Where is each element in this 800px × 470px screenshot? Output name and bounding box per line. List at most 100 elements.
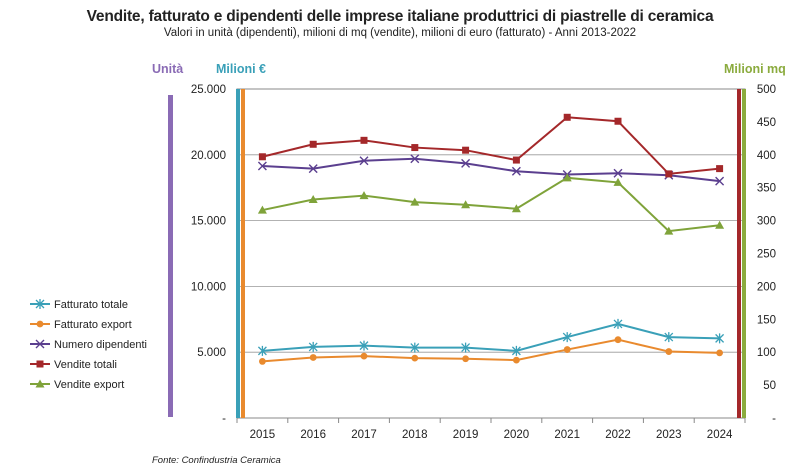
data-point (665, 170, 673, 178)
series-line (262, 176, 720, 233)
data-point (563, 113, 571, 121)
data-point (411, 354, 419, 362)
right-axis-tick-label: 300 (757, 216, 776, 228)
x-axis-tick-label: 2023 (656, 429, 682, 441)
axis-bar-milioni-mq (742, 89, 746, 418)
data-point (35, 379, 45, 388)
legend-item: Vendite export (30, 379, 124, 391)
legend-item: Fatturato totale (30, 299, 128, 311)
data-point (665, 348, 673, 355)
left-axis-tick-label: - (222, 413, 226, 425)
right-axis-tick-label: 100 (757, 347, 776, 359)
data-point (35, 339, 45, 349)
data-point (664, 226, 674, 235)
series-fatturato-export (259, 336, 723, 365)
data-point (258, 153, 266, 161)
series-vendite-totali (258, 113, 724, 178)
series-line (262, 322, 720, 352)
right-axis-tick-label: 500 (757, 84, 776, 96)
axis-header-milioni-mq: Milioni mq (724, 62, 786, 76)
source-note: Fonte: Confindustria Ceramica (152, 455, 281, 466)
data-point (461, 158, 471, 168)
data-point (308, 341, 318, 352)
data-point (716, 349, 723, 357)
left-axis-tick-label: 5.000 (197, 347, 226, 359)
right-axis-tick-label: 350 (757, 183, 776, 195)
data-point (257, 161, 267, 171)
data-point (563, 346, 571, 353)
data-point (257, 345, 267, 356)
series-fatturato-totale (257, 318, 725, 356)
data-point (461, 200, 471, 209)
x-axis-tick-label: 2015 (250, 429, 276, 441)
right-axis-tick-label: 400 (757, 150, 776, 162)
data-point (308, 164, 318, 174)
data-point (309, 354, 317, 361)
data-point (512, 156, 520, 164)
data-point (715, 220, 725, 229)
data-point (614, 117, 622, 125)
data-point (259, 358, 266, 365)
plot-area-border (236, 88, 746, 419)
data-point (511, 345, 521, 356)
x-axis-tick-label: 2020 (504, 429, 530, 441)
data-point (35, 299, 45, 309)
data-point (511, 204, 521, 213)
data-point (462, 355, 469, 363)
legend-label: Vendite totali (54, 359, 117, 371)
legend-label: Numero dipendenti (54, 339, 147, 351)
left-axis-tick-label: 10.000 (191, 281, 226, 293)
data-point (715, 176, 725, 186)
legend-item: Numero dipendenti (30, 339, 147, 351)
series-line (262, 157, 720, 183)
data-point (461, 342, 471, 353)
x-axis-tick-label: 2021 (554, 429, 580, 441)
series-line (262, 338, 720, 363)
legend-label: Fatturato totale (54, 299, 128, 311)
x-axis-tick-label: 2018 (402, 429, 428, 441)
data-point (410, 154, 420, 164)
data-point (716, 165, 724, 173)
legend-label: Fatturato export (54, 319, 132, 331)
data-point (36, 320, 44, 328)
data-point (562, 332, 572, 343)
data-point (309, 140, 317, 148)
right-axis-tick-label: 150 (757, 314, 776, 326)
x-axis-tick-label: 2024 (707, 429, 733, 441)
left-axis-tick-label: 20.000 (191, 150, 226, 162)
x-axis-tick-label: 2016 (300, 429, 326, 441)
data-point (410, 197, 420, 206)
left-axis-tick-label: 25.000 (191, 84, 226, 96)
right-axis-tick-label: 50 (763, 380, 776, 392)
axis-bar-unita (168, 95, 173, 417)
axis-header-unita: Unità (152, 62, 184, 76)
legend-label: Vendite export (54, 379, 124, 391)
data-point (613, 168, 623, 178)
data-point (462, 146, 470, 154)
data-point (614, 336, 622, 344)
x-axis-tick-label: 2022 (605, 429, 631, 441)
data-point (308, 195, 318, 204)
right-axis-tick-label: - (772, 413, 776, 425)
data-point (562, 173, 572, 182)
right-axis-tick-label: 250 (757, 249, 776, 261)
data-point (613, 177, 623, 186)
data-point (411, 144, 419, 152)
data-point (360, 136, 368, 144)
chart-title: Vendite, fatturato e dipendenti delle im… (86, 8, 714, 25)
x-axis-tick-label: 2019 (453, 429, 479, 441)
axis-bar-fatturato-export (241, 89, 245, 418)
axis-header-milioni-euro: Milioni € (216, 62, 266, 76)
data-point (359, 340, 369, 351)
legend-item: Vendite totali (30, 359, 117, 371)
data-point (613, 318, 623, 329)
data-point (36, 360, 44, 368)
data-point (257, 205, 267, 214)
right-axis-tick-label: 200 (757, 281, 776, 293)
data-point (359, 191, 369, 200)
data-point (410, 342, 420, 353)
x-axis-tick-label: 2017 (351, 429, 377, 441)
data-point (511, 166, 521, 176)
left-axis-tick-label: 15.000 (191, 216, 226, 228)
